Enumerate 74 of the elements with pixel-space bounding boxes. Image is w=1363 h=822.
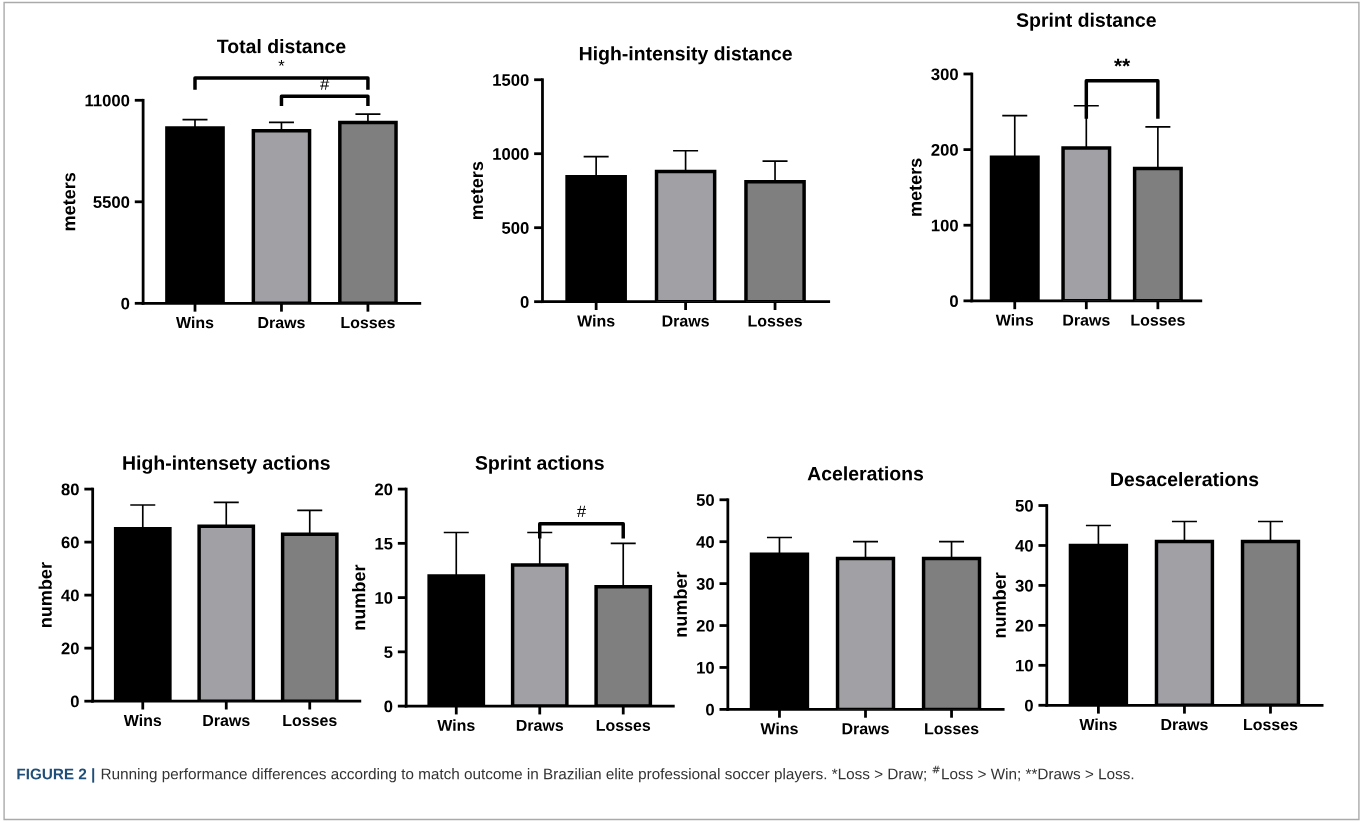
y-tick-label: 500 — [501, 222, 529, 234]
y-tick-label: 10 — [375, 592, 393, 604]
y-axis-title: meters — [909, 158, 922, 216]
x-tick-label: Wins — [577, 314, 615, 327]
chart-title: High-intensity distance — [579, 46, 792, 65]
chart-title: Desacelerations — [1111, 471, 1259, 487]
y-tick-label: 0 — [706, 703, 714, 716]
y-tick-label: 10 — [697, 661, 714, 674]
y-tick-label: 200 — [931, 144, 958, 156]
chart-title: Total distance — [217, 38, 346, 54]
x-tick-label: Wins — [760, 722, 798, 735]
x-tick-label: Draws — [258, 317, 305, 329]
y-tick-label: 0 — [1024, 699, 1033, 712]
y-tick-label: 100 — [931, 219, 958, 232]
y-tick-label: 15 — [375, 537, 393, 550]
x-tick-label: Draws — [842, 723, 889, 735]
y-tick-label: 40 — [696, 536, 714, 548]
y-tick-label: 5 — [384, 646, 393, 659]
chart-title: Sprint distance — [1016, 12, 1156, 31]
x-tick-label: Draws — [1063, 314, 1110, 326]
text: ** — [1114, 58, 1131, 67]
y-tick-label: 0 — [520, 296, 529, 308]
chart-title: Acelerations — [807, 466, 924, 481]
y-tick-label: 0 — [950, 295, 958, 308]
y-tick-label: 20 — [1015, 619, 1033, 632]
caption: FIGURE 2 | — [17, 768, 95, 783]
y-tick-label: 30 — [1015, 579, 1033, 592]
x-tick-label: Draws — [1161, 719, 1208, 731]
chart-title: Sprint actions — [475, 455, 604, 474]
y-tick-label: 1500 — [493, 74, 529, 86]
x-tick-label: Wins — [176, 316, 214, 329]
x-tick-label: Losses — [748, 315, 802, 327]
x-tick-label: Losses — [1244, 719, 1298, 731]
text: # — [320, 78, 330, 90]
x-tick-label: Losses — [283, 714, 337, 727]
y-tick-label: 10 — [1016, 659, 1033, 672]
x-tick-label: Losses — [1131, 314, 1185, 326]
x-tick-label: Losses — [341, 317, 395, 329]
y-tick-label: 5500 — [93, 196, 130, 208]
x-tick-label: Draws — [662, 315, 709, 327]
x-tick-label: Losses — [596, 719, 651, 732]
y-tick-label: 11000 — [85, 94, 130, 107]
y-tick-label: 40 — [61, 589, 79, 602]
x-tick-label: Draws — [516, 719, 564, 732]
y-axis-title: number — [38, 562, 52, 628]
text: * — [278, 59, 285, 66]
x-tick-label: Wins — [123, 714, 162, 727]
text: Running performance differences according to match outcome in Brazilian elite professional soccer players. *Loss > Draw; $^{#}$Loss > Win; **Draws > Loss. — [101, 765, 1134, 783]
y-axis-title: number — [352, 564, 366, 630]
x-tick-label: Losses — [925, 723, 979, 735]
x-tick-label: Draws — [203, 714, 250, 727]
y-tick-label: 1000 — [493, 148, 529, 160]
y-tick-label: 20 — [61, 642, 79, 655]
y-tick-label: 20 — [375, 483, 393, 496]
y-tick-label: 80 — [61, 483, 79, 496]
y-axis-title: meters — [471, 161, 484, 220]
annotation: # — [576, 505, 587, 518]
y-tick-label: 20 — [696, 619, 714, 632]
y-tick-label: 60 — [61, 536, 79, 549]
y-tick-label: 300 — [931, 68, 958, 81]
y-tick-label: 0 — [70, 695, 79, 708]
y-tick-label: 30 — [696, 578, 714, 590]
y-axis-title: number — [992, 572, 1006, 638]
chart-title: High-intensety actions — [123, 455, 330, 474]
y-tick-label: 50 — [1015, 499, 1033, 512]
y-axis-title: number — [673, 571, 687, 637]
x-tick-label: Wins — [995, 314, 1034, 326]
x-tick-label: Wins — [437, 719, 475, 732]
y-tick-label: 40 — [1015, 539, 1033, 552]
y-tick-label: 0 — [384, 700, 393, 713]
y-tick-label: 0 — [121, 297, 130, 310]
y-tick-label: 50 — [696, 494, 714, 506]
x-tick-label: Wins — [1079, 718, 1117, 731]
y-axis-title: meters — [63, 172, 76, 231]
